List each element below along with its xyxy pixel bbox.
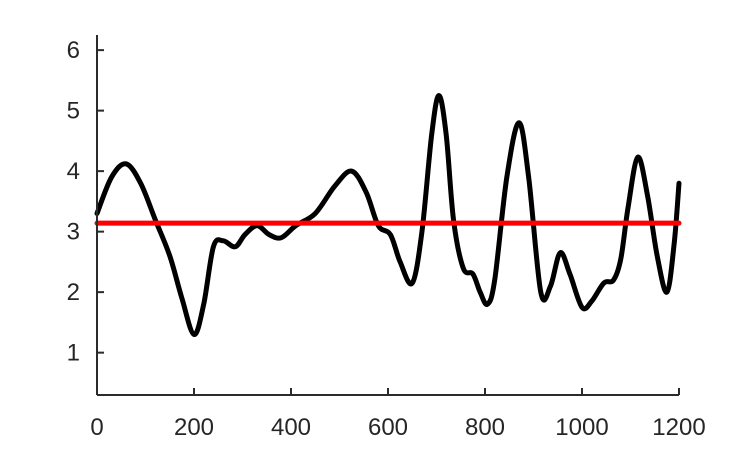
y-tick-label: 2 [67,279,80,306]
x-tick-label: 1200 [652,414,705,441]
y-tick-label: 3 [67,219,80,246]
x-tick-label: 600 [368,414,408,441]
x-tick-label: 0 [90,414,103,441]
x-tick-label: 800 [465,414,505,441]
series-layer [94,93,682,337]
x-tick-label: 400 [271,414,311,441]
x-tick-label: 1000 [555,414,608,441]
y-tick-label: 5 [67,98,80,125]
x-tick-label: 200 [174,414,214,441]
x-axis-ticks: 0 200 400 600 800 1000 1200 [90,388,706,441]
axes-layer: 0 200 400 600 800 1000 1200 1 2 3 4 5 6 [67,35,706,441]
y-axis-ticks: 1 2 3 4 5 6 [67,37,104,367]
y-tick-label: 4 [67,158,80,185]
y-tick-label: 1 [67,340,80,367]
y-tick-label: 6 [67,37,80,64]
series-1-line [94,93,682,337]
